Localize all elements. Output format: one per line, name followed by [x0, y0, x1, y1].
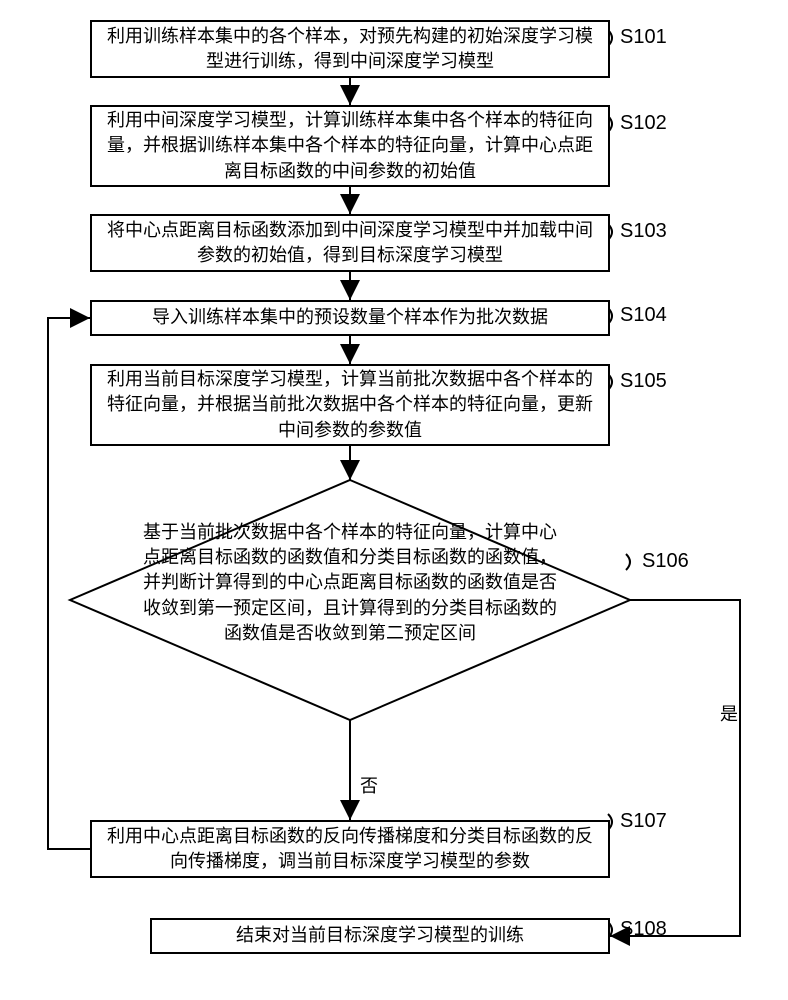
- step-s103-text: 将中心点距离目标函数添加到中间深度学习模型中并加载中间参数的初始值，得到目标深度…: [102, 218, 598, 268]
- decision-s106-text: 基于当前批次数据中各个样本的特征向量，计算中心点距离目标函数的函数值和分类目标函…: [140, 520, 560, 646]
- step-s108: 结束对当前目标深度学习模型的训练: [150, 918, 610, 954]
- step-s103: 将中心点距离目标函数添加到中间深度学习模型中并加载中间参数的初始值，得到目标深度…: [90, 214, 610, 272]
- branch-yes-label: 是: [720, 700, 738, 726]
- label-s102: S102: [620, 112, 667, 135]
- branch-no-label: 否: [360, 772, 378, 798]
- label-s105: S105: [620, 370, 667, 393]
- step-s107-text: 利用中心点距离目标函数的反向传播梯度和分类目标函数的反向传播梯度，调当前目标深度…: [102, 824, 598, 874]
- step-s105: 利用当前目标深度学习模型，计算当前批次数据中各个样本的特征向量，并根据当前批次数…: [90, 364, 610, 446]
- label-s104: S104: [620, 304, 667, 327]
- step-s104-text: 导入训练样本集中的预设数量个样本作为批次数据: [152, 305, 548, 330]
- label-s106: S106: [642, 550, 689, 573]
- label-s103: S103: [620, 220, 667, 243]
- step-s107: 利用中心点距离目标函数的反向传播梯度和分类目标函数的反向传播梯度，调当前目标深度…: [90, 820, 610, 878]
- label-s101: S101: [620, 26, 667, 49]
- step-s102-text: 利用中间深度学习模型，计算训练样本集中各个样本的特征向量，并根据训练样本集中各个…: [102, 108, 598, 184]
- step-s102: 利用中间深度学习模型，计算训练样本集中各个样本的特征向量，并根据训练样本集中各个…: [90, 105, 610, 187]
- label-s108: S108: [620, 918, 667, 941]
- step-s101-text: 利用训练样本集中的各个样本，对预先构建的初始深度学习模型进行训练，得到中间深度学…: [102, 24, 598, 74]
- step-s105-text: 利用当前目标深度学习模型，计算当前批次数据中各个样本的特征向量，并根据当前批次数…: [102, 367, 598, 443]
- flowchart-canvas: 利用训练样本集中的各个样本，对预先构建的初始深度学习模型进行训练，得到中间深度学…: [20, 20, 768, 980]
- label-s107: S107: [620, 810, 667, 833]
- step-s108-text: 结束对当前目标深度学习模型的训练: [236, 923, 524, 948]
- step-s104: 导入训练样本集中的预设数量个样本作为批次数据: [90, 300, 610, 336]
- step-s101: 利用训练样本集中的各个样本，对预先构建的初始深度学习模型进行训练，得到中间深度学…: [90, 20, 610, 78]
